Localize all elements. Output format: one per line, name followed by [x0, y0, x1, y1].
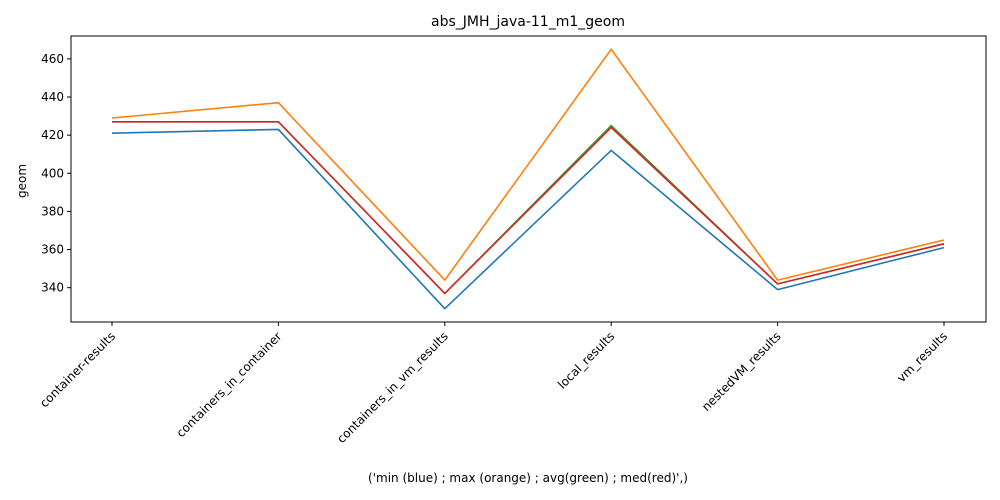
x-tick-label: nestedVM_results [699, 329, 784, 414]
y-tick-label: 420 [41, 128, 64, 142]
series-line-1 [111, 128, 945, 310]
y-tick-label: 400 [41, 166, 64, 180]
plot-frame [70, 35, 987, 323]
y-axis-label: geom [15, 164, 29, 198]
y-tick-label: 380 [41, 204, 64, 218]
plot-area [70, 35, 987, 323]
y-tick-label: 340 [41, 281, 64, 295]
chart-title: abs_JMH_java-11_m1_geom [431, 14, 625, 30]
y-tick-label: 440 [41, 90, 64, 104]
y-tick-label: 360 [41, 243, 64, 257]
series-line-4 [112, 121, 945, 295]
series-line-2 [111, 48, 945, 281]
x-axis-label: ('min (blue) ; max (orange) ; avg(green)… [368, 471, 688, 485]
series-layer [111, 48, 945, 310]
x-tick-label: containers_in_vm_results [334, 329, 451, 446]
y-tick-label: 460 [41, 52, 64, 66]
x-tick-label: local_results [555, 329, 617, 391]
series-line-3 [112, 121, 945, 295]
x-tick-label: container-results [37, 329, 118, 410]
x-axis: container-results containers_in_container… [37, 322, 950, 446]
x-tick-label: containers_in_container [174, 329, 285, 440]
y-axis: 340 360 380 400 420 440 460 [41, 52, 71, 295]
x-tick-label: vm_results [894, 329, 950, 385]
